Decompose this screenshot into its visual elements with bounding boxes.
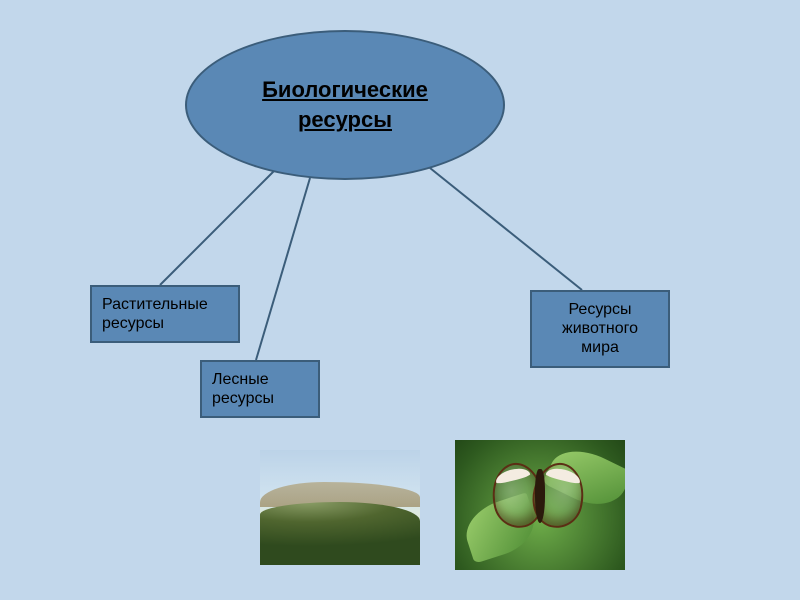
diagram-canvas: Биологические ресурсы Растительные ресур… [0, 0, 800, 600]
node-plant-line1: Растительные [102, 296, 208, 313]
image-landscape [260, 450, 420, 565]
edge-root-animal [430, 168, 582, 290]
image-butterfly [455, 440, 625, 570]
node-forest: Лесные ресурсы [200, 360, 320, 418]
node-animal: Ресурсы животного мира [530, 290, 670, 368]
edge-root-forest [256, 178, 310, 360]
node-plant-line2: ресурсы [102, 315, 164, 332]
landscape-hills [260, 502, 420, 565]
node-animal-line1: Ресурсы [568, 301, 631, 318]
node-plant: Растительные ресурсы [90, 285, 240, 343]
node-forest-line2: ресурсы [212, 390, 274, 407]
edge-root-plant [160, 170, 275, 285]
node-animal-line3: мира [581, 339, 619, 356]
butterfly-body [535, 469, 545, 524]
root-title: Биологические ресурсы [262, 75, 428, 134]
root-title-line1: Биологические [262, 77, 428, 102]
node-animal-line2: животного [562, 320, 638, 337]
node-forest-line1: Лесные [212, 371, 269, 388]
root-title-line2: ресурсы [298, 107, 392, 132]
root-node: Биологические ресурсы [185, 30, 505, 180]
